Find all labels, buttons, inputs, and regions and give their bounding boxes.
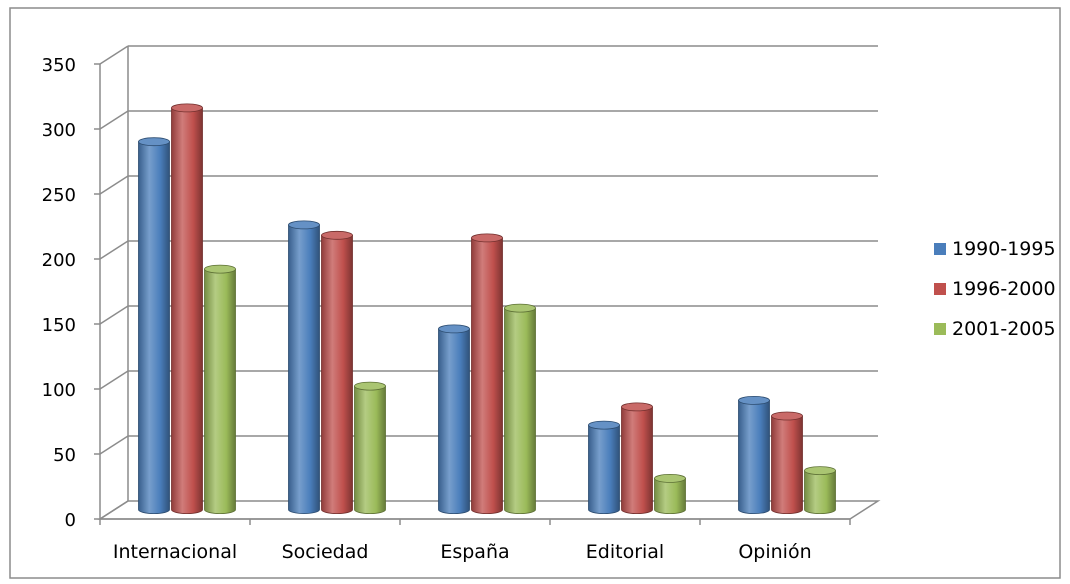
side-gridline <box>99 45 129 65</box>
x-category-label: Sociedad <box>282 541 369 563</box>
legend-swatch <box>934 243 946 255</box>
legend-label: 2001-2005 <box>952 318 1056 340</box>
x-category-label: Editorial <box>586 541 664 563</box>
x-axis-categories: Internacional Sociedad España Editorial Opin… <box>99 519 851 563</box>
side-gridline <box>99 370 129 390</box>
x-category-label: Opinión <box>738 541 811 563</box>
bar <box>204 264 236 514</box>
y-tick-label: 300 <box>42 120 76 141</box>
y-axis-ticks: 0 50 100 150 200 250 300 350 <box>42 55 100 531</box>
bars <box>138 103 836 514</box>
side-gridline <box>99 305 129 325</box>
bar <box>471 233 503 514</box>
y-tick-label: 0 <box>65 510 76 531</box>
y-tick-label: 50 <box>53 445 76 466</box>
legend: 1990-1995 1996-2000 2001-2005 <box>934 238 1056 340</box>
y-tick-label: 250 <box>42 185 76 206</box>
x-category-label: Internacional <box>113 541 237 563</box>
side-gridline <box>99 435 129 455</box>
legend-swatch <box>934 283 946 295</box>
legend-label: 1990-1995 <box>952 238 1056 260</box>
x-category-label: España <box>440 541 509 563</box>
legend-label: 1996-2000 <box>952 278 1056 300</box>
bar <box>288 220 320 514</box>
y-tick-label: 200 <box>42 250 76 271</box>
bar <box>354 381 386 514</box>
y-tick-label: 350 <box>42 55 76 76</box>
side-gridline <box>99 110 129 130</box>
bar <box>771 411 803 514</box>
side-gridline <box>99 240 129 260</box>
bar <box>588 420 620 514</box>
bar <box>438 324 470 514</box>
axes <box>99 64 850 520</box>
bar <box>738 395 770 514</box>
bar <box>621 402 653 514</box>
side-gridline <box>99 175 129 195</box>
bar <box>804 466 836 514</box>
bar <box>504 303 536 514</box>
bar <box>171 103 203 514</box>
y-tick-label: 150 <box>42 315 76 336</box>
legend-swatch <box>934 323 946 335</box>
bar <box>654 473 686 514</box>
y-tick-label: 100 <box>42 380 76 401</box>
bar <box>138 137 170 514</box>
bar <box>321 230 353 514</box>
side-gridline <box>99 500 129 520</box>
